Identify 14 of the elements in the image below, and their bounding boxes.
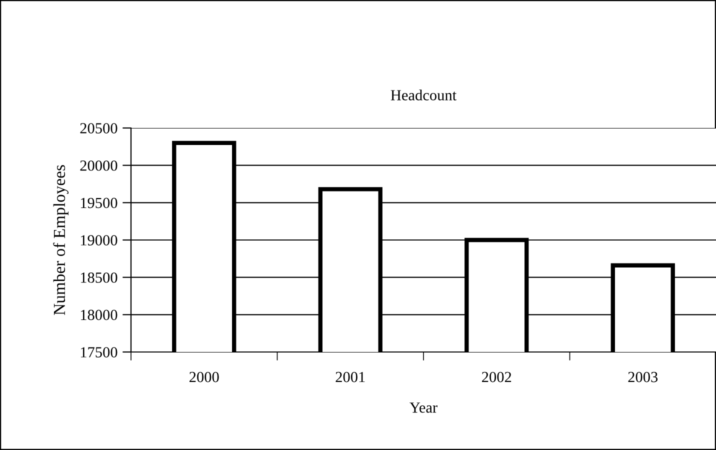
y-tick-label: 18500: [80, 272, 118, 283]
y-tick-label: 18000: [80, 310, 118, 320]
y-tick-label: 20500: [80, 123, 118, 134]
y-tick-label: 17500: [80, 347, 118, 358]
y-tick-label: 19500: [80, 198, 118, 208]
y-axis-title: Number of Employees: [53, 165, 68, 315]
chart-title: Headcount: [390, 90, 456, 100]
y-tick-label: 20000: [80, 160, 118, 171]
x-tick-label: 2000: [190, 372, 219, 382]
y-tick-label: 19000: [80, 235, 118, 246]
x-tick-label: 2001: [336, 372, 365, 382]
x-axis-title: Year: [410, 402, 438, 413]
x-tick-label: 2002: [482, 372, 512, 382]
x-tick-label: 2003: [628, 372, 658, 382]
